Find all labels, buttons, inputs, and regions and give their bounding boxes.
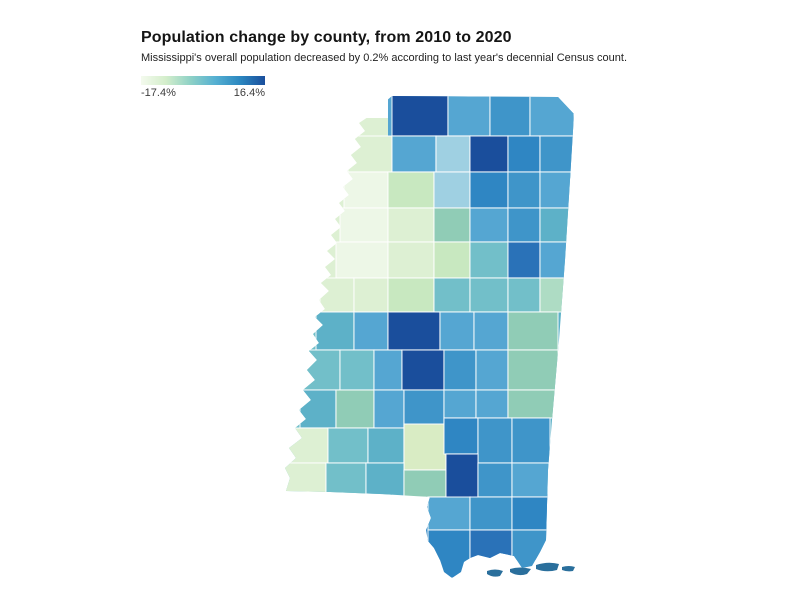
county-shape[interactable] [469, 241, 509, 279]
county-shape[interactable] [403, 469, 447, 498]
chart-title: Population change by county, from 2010 t… [141, 29, 512, 46]
county-shape[interactable] [507, 277, 541, 313]
county-shape[interactable] [477, 462, 513, 498]
county-shape[interactable] [477, 417, 513, 464]
county-shape[interactable] [475, 349, 509, 391]
county-shape[interactable] [433, 241, 471, 279]
county-shape[interactable] [387, 241, 435, 279]
county-shape[interactable] [539, 207, 573, 243]
county-shape[interactable] [343, 171, 389, 209]
county-shape[interactable] [327, 427, 369, 464]
county-shape[interactable] [284, 427, 329, 464]
county-shape[interactable] [443, 349, 477, 391]
county-shape[interactable] [469, 496, 513, 531]
county-shape[interactable] [365, 462, 405, 498]
county-shape[interactable] [387, 311, 441, 351]
county-shape[interactable] [401, 349, 445, 391]
county-shape[interactable] [335, 389, 375, 429]
county-shape[interactable] [299, 389, 337, 429]
county-shape[interactable] [529, 94, 574, 137]
color-legend: -17.4% 16.4% [141, 76, 265, 99]
county-shape[interactable] [403, 423, 447, 471]
island-shape [510, 567, 531, 576]
county-shape[interactable] [507, 207, 541, 243]
county-shape[interactable] [469, 171, 509, 209]
county-shape[interactable] [387, 207, 435, 243]
county-shape[interactable] [353, 311, 389, 351]
county-shape[interactable] [433, 277, 471, 313]
legend-labels: -17.4% 16.4% [141, 87, 265, 99]
county-shape[interactable] [511, 417, 551, 464]
county-shape[interactable] [373, 389, 405, 429]
county-shape[interactable] [473, 311, 509, 351]
county-shape[interactable] [367, 427, 405, 464]
county-shape[interactable] [469, 529, 513, 576]
county-shape[interactable] [315, 311, 355, 351]
island-shape [562, 566, 575, 572]
county-shape[interactable] [443, 417, 479, 455]
county-shape[interactable] [511, 462, 551, 498]
county-shape[interactable] [469, 277, 509, 313]
county-shape[interactable] [443, 389, 477, 419]
chart-subtitle: Mississippi's overall population decreas… [141, 52, 628, 64]
county-shape[interactable] [301, 349, 341, 391]
legend-gradient-bar [141, 76, 265, 85]
county-shape[interactable] [391, 135, 437, 173]
county-shape[interactable] [391, 94, 449, 137]
county-shape[interactable] [282, 462, 327, 498]
county-shape[interactable] [319, 277, 355, 313]
county-shape[interactable] [507, 241, 541, 279]
county-shape[interactable] [539, 135, 574, 173]
county-shape[interactable] [469, 207, 509, 243]
county-shape[interactable] [475, 389, 509, 419]
county-shape[interactable] [373, 349, 403, 391]
county-shape[interactable] [539, 277, 569, 313]
county-shape[interactable] [435, 135, 471, 173]
county-shape[interactable] [335, 241, 389, 279]
county-shape[interactable] [507, 349, 559, 391]
county-shape[interactable] [445, 453, 479, 501]
county-shape[interactable] [489, 94, 531, 137]
counties-layer [282, 94, 574, 578]
island-shape [487, 569, 503, 577]
county-shape[interactable] [427, 496, 471, 531]
county-shape[interactable] [387, 171, 435, 209]
county-shape[interactable] [433, 171, 471, 209]
county-shape[interactable] [325, 462, 367, 498]
county-shape[interactable] [439, 311, 475, 351]
county-shape[interactable] [347, 135, 393, 173]
county-shape[interactable] [433, 207, 471, 243]
county-shape[interactable] [353, 277, 389, 313]
county-shape[interactable] [403, 389, 445, 429]
county-shape[interactable] [507, 311, 559, 351]
county-shape[interactable] [447, 94, 491, 137]
county-shape[interactable] [507, 135, 541, 173]
legend-min-label: -17.4% [141, 87, 176, 99]
county-shape[interactable] [511, 496, 549, 531]
county-shape[interactable] [507, 171, 541, 209]
county-shape[interactable] [469, 135, 509, 173]
island-shape [536, 562, 559, 572]
legend-max-label: 16.4% [233, 87, 265, 99]
county-shape[interactable] [539, 241, 571, 279]
county-shape[interactable] [539, 171, 573, 209]
barrier-islands [487, 562, 575, 577]
county-shape[interactable] [339, 207, 389, 243]
county-shape[interactable] [339, 349, 375, 391]
county-shape[interactable] [427, 529, 471, 578]
county-shape[interactable] [387, 277, 435, 313]
county-shape[interactable] [507, 389, 559, 419]
